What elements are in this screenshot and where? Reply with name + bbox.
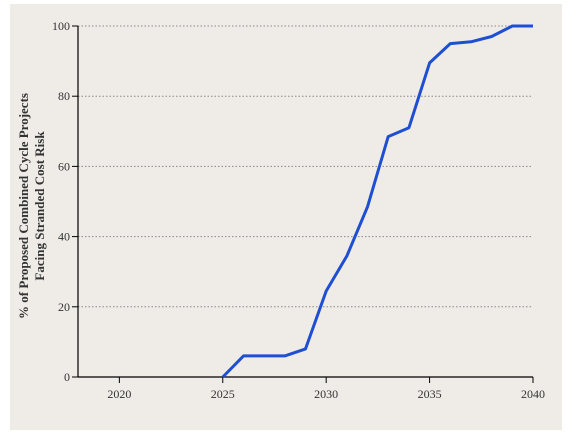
chart: 0 20 40 60 80 100 2020 2025 2030 2035 2040 % of Pr… [10, 4, 562, 430]
y-tick-label-0: 0 [64, 370, 70, 384]
chart-background [10, 4, 562, 430]
x-tick-label-2030: 2030 [314, 387, 338, 401]
y-tick-label-100: 100 [52, 19, 70, 33]
y-tick-label-60: 60 [58, 159, 70, 173]
x-tick-label-2040: 2040 [521, 387, 545, 401]
y-axis-label-line2: Facing Stranded Cost Risk [32, 131, 47, 281]
grid-layer [78, 25, 533, 308]
y-tick-label-40: 40 [58, 230, 70, 244]
y-axis-label-line1: % of Proposed Combined Cycle Projects [16, 93, 31, 319]
y-tick-label-80: 80 [58, 89, 70, 103]
x-tick-label-2035: 2035 [418, 387, 442, 401]
x-tick-label-2025: 2025 [211, 387, 235, 401]
series-layer [221, 24, 534, 379]
y-tick-label-20: 20 [58, 300, 70, 314]
x-tick-label-2020: 2020 [107, 387, 131, 401]
series-line-0 [221, 24, 533, 379]
